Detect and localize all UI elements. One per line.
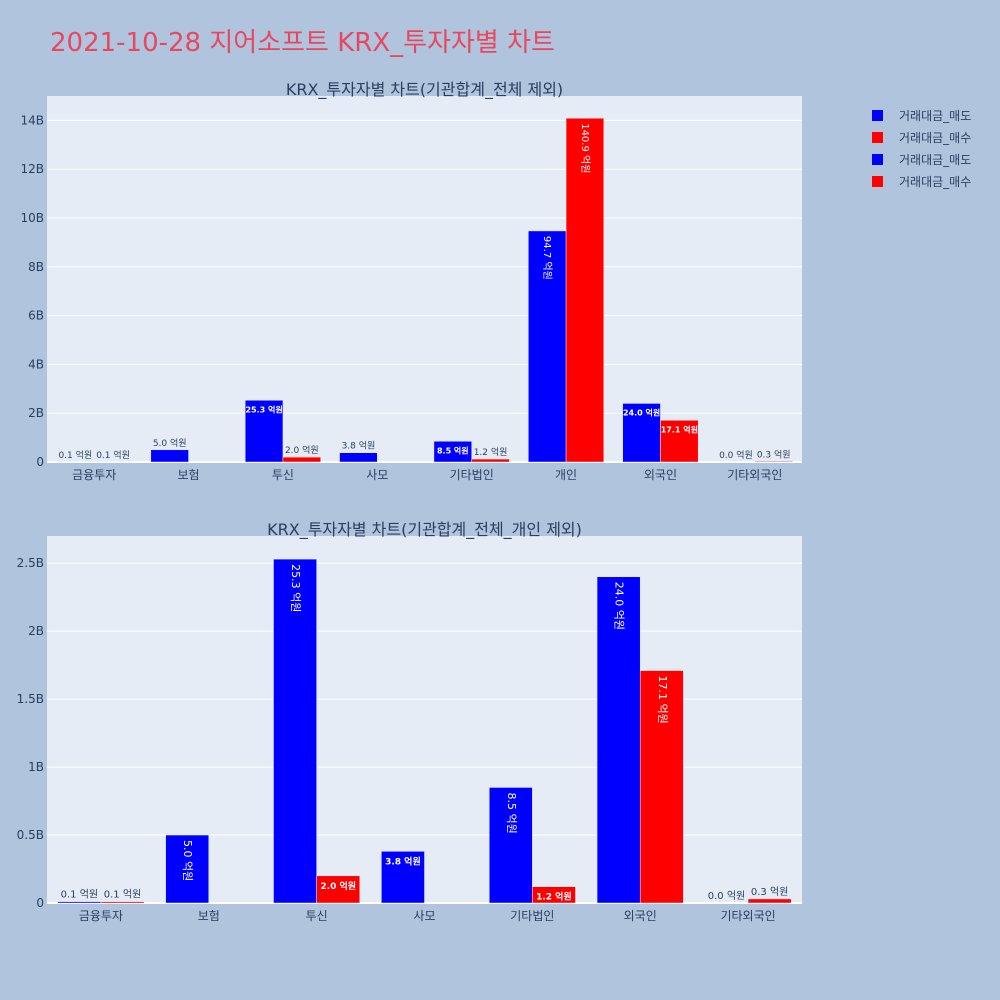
legend-item[interactable]: 거래대금_매도 (872, 104, 971, 126)
x-tick-label: 사모 (366, 468, 388, 482)
bar (433, 441, 472, 463)
plot-area (47, 536, 802, 903)
bar (244, 400, 284, 463)
y-tick-label: 2B (28, 406, 44, 420)
data-label: 5.0 억원 (153, 437, 187, 449)
bar (100, 901, 145, 904)
data-label: 0.3 억원 (751, 886, 788, 898)
y-tick-label: 2B (28, 624, 44, 638)
data-label: 8.5 억원 (437, 445, 469, 455)
y-tick-label: 4B (28, 357, 44, 371)
data-label: 0.1 억원 (96, 449, 130, 461)
legend[interactable]: 거래대금_매도 거래대금_매수 거래대금_매도 거래대금_매수 (872, 104, 971, 192)
data-label: 17.1 억원 (661, 424, 698, 434)
data-label: 24.0 억원 (613, 582, 626, 630)
plot-area (47, 96, 802, 462)
data-label: 2.0 억원 (320, 880, 356, 892)
data-label: 140.9 억원 (579, 123, 591, 173)
x-tick-label: 개인 (555, 468, 577, 482)
legend-swatch (872, 175, 883, 187)
bar (532, 886, 576, 904)
bar (57, 901, 102, 904)
legend-item[interactable]: 거래대금_매수 (872, 126, 971, 148)
y-tick-label: 12B (20, 162, 44, 176)
legend-swatch (872, 153, 883, 165)
bar (565, 117, 605, 463)
data-label: 5.0 억원 (181, 840, 194, 881)
legend-swatch (872, 109, 883, 121)
y-tick-label: 1B (28, 760, 44, 774)
bar (339, 452, 378, 463)
data-label: 3.8 억원 (342, 440, 376, 452)
x-tick-label: 사모 (413, 909, 435, 923)
legend-label: 거래대금_매수 (899, 174, 972, 189)
data-label: 94.7 억원 (541, 236, 553, 280)
bar (596, 576, 641, 904)
x-tick-label: 외국인 (624, 909, 657, 923)
data-label: 0.1 억원 (61, 889, 98, 901)
x-tick-label: 보험 (178, 468, 200, 482)
x-tick-label: 금융투자 (72, 468, 116, 482)
bar (381, 851, 425, 904)
bar (747, 898, 792, 904)
y-tick-label: 6B (28, 309, 44, 323)
x-tick-label: 기타외국인 (727, 468, 782, 482)
x-tick-label: 외국인 (644, 468, 677, 482)
bar (528, 230, 567, 463)
data-label: 25.3 억원 (245, 404, 282, 414)
data-label: 1.2 억원 (474, 446, 508, 458)
data-label: 8.5 억원 (505, 792, 518, 833)
bar (488, 787, 533, 904)
data-label: 0.3 억원 (757, 448, 791, 460)
bar (660, 420, 699, 463)
bar (754, 461, 793, 463)
bar (273, 558, 317, 904)
x-tick-label: 투신 (306, 909, 328, 923)
legend-swatch (872, 131, 883, 143)
data-label: 0.1 억원 (58, 449, 92, 461)
data-label: 3.8 억원 (385, 855, 421, 867)
bar (150, 449, 189, 463)
y-tick-label: 14B (20, 113, 44, 127)
data-label: 0.0 억원 (708, 890, 745, 902)
data-label: 1.2 억원 (536, 891, 572, 903)
bar (282, 456, 321, 463)
data-label: 17.1 억원 (656, 676, 669, 724)
y-tick-label: 0.5B (17, 828, 44, 842)
bar (471, 458, 510, 463)
data-label: 25.3 억원 (289, 564, 302, 612)
y-tick-label: 0 (36, 896, 44, 910)
y-tick-label: 8B (28, 260, 44, 274)
x-tick-label: 투신 (272, 468, 294, 482)
data-label: 0.1 억원 (104, 889, 141, 901)
data-label: 0.0 억원 (719, 449, 753, 461)
y-tick-label: 0 (36, 455, 44, 469)
y-tick-label: 1.5B (17, 692, 44, 706)
x-tick-label: 보험 (198, 909, 220, 923)
chart-title: KRX_투자자별 차트(기관합계_전체 제외) (286, 80, 563, 100)
legend-label: 거래대금_매도 (899, 152, 972, 167)
bar (639, 670, 684, 904)
x-tick-label: 금융투자 (79, 909, 123, 923)
x-tick-label: 기타외국인 (720, 909, 775, 923)
bar (316, 875, 361, 904)
chart-title: KRX_투자자별 차트(기관합계_전체_개인 제외) (267, 520, 582, 540)
x-tick-label: 기타법인 (450, 468, 494, 482)
legend-label: 거래대금_매수 (899, 130, 972, 145)
page-title: 2021-10-28 지어소프트 KRX_투자자별 차트 (50, 28, 555, 58)
y-tick-label: 10B (20, 211, 44, 225)
bar (165, 834, 210, 904)
legend-label: 거래대금_매도 (899, 108, 972, 123)
legend-item[interactable]: 거래대금_매도 (872, 148, 971, 170)
data-label: 24.0 억원 (623, 407, 660, 417)
x-tick-label: 기타법인 (510, 909, 554, 923)
data-label: 2.0 억원 (285, 444, 319, 456)
legend-item[interactable]: 거래대금_매수 (872, 170, 971, 192)
y-tick-label: 2.5B (17, 556, 44, 570)
bar (622, 403, 661, 463)
